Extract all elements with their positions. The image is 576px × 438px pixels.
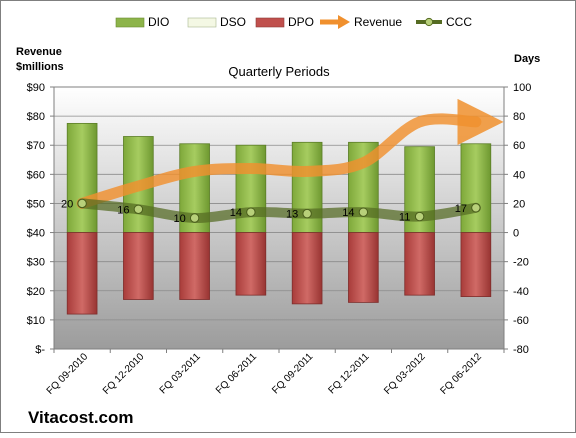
- bar-dpo: [179, 232, 210, 300]
- ccc-data-label: 10: [174, 213, 186, 225]
- ccc-point: [302, 208, 312, 219]
- ccc-data-label: 14: [230, 207, 242, 219]
- left-axis-tick-label: $70: [27, 140, 45, 152]
- ccc-point: [133, 204, 144, 214]
- bar-dpo: [123, 232, 154, 300]
- left-axis-tick-label: $60: [27, 169, 45, 181]
- left-axis-tick-label: $30: [27, 257, 45, 269]
- right-axis-tick-label: -20: [513, 257, 529, 269]
- ccc-data-label: 20: [61, 198, 73, 210]
- ccc-data-label: 14: [342, 207, 354, 219]
- legend-label-revenue: Revenue: [354, 15, 402, 29]
- legend-label-ccc: CCC: [446, 15, 472, 29]
- legend-label-dso: DSO: [220, 15, 246, 29]
- bar-dpo: [404, 232, 435, 296]
- right-axis-tick-label: -40: [513, 286, 529, 298]
- footer-brand: Vitacost.com: [28, 408, 134, 427]
- left-axis-tick-label: $40: [27, 228, 45, 240]
- legend-swatch-dpo: [255, 17, 285, 28]
- ccc-point: [77, 198, 87, 209]
- ccc-data-label: 11: [399, 212, 410, 224]
- left-axis-title-line-2: $millions: [16, 61, 64, 73]
- ccc-point: [189, 213, 200, 223]
- left-axis-tick-label: $80: [27, 111, 45, 123]
- legend-swatch-dio: [115, 17, 145, 28]
- legend: DIO DSO DPO Revenue CCC: [115, 15, 472, 29]
- right-axis-tick-label: 20: [513, 198, 525, 210]
- right-axis-tick-label: 0: [513, 228, 519, 240]
- legend-item-dpo: DPO: [255, 15, 314, 29]
- left-axis-tick-label: $10: [27, 315, 45, 327]
- legend-item-dso: DSO: [187, 15, 246, 29]
- legend-item-revenue: Revenue: [320, 15, 402, 29]
- data-labels: 20 16 10 14 13 14 11 17: [61, 198, 467, 225]
- left-axis-tick-label: $-: [35, 344, 45, 356]
- ccc-data-label: 16: [117, 204, 129, 216]
- right-axis-tick-label: 40: [513, 169, 525, 181]
- legend-swatch-dso: [187, 17, 217, 28]
- ccc-point: [471, 203, 481, 213]
- right-axis-tick-label: 100: [513, 82, 531, 94]
- right-axis-tick-label: -80: [513, 344, 529, 356]
- bar-dpo: [348, 232, 379, 303]
- right-axis-title: Days: [514, 53, 540, 65]
- left-axis-title-line-1: Revenue: [16, 46, 62, 58]
- series-line-revenue: [76, 98, 504, 209]
- ccc-point: [414, 211, 425, 222]
- bar-dpo: [460, 232, 492, 297]
- bar-dio: [460, 143, 492, 233]
- left-axis-tick-label: $90: [27, 82, 45, 94]
- bar-dpo: [66, 232, 98, 315]
- arrow-icon: [338, 15, 350, 29]
- ccc-point: [358, 207, 369, 217]
- bar-dpo: [291, 232, 323, 305]
- lines: [76, 98, 504, 224]
- ccc-point: [246, 207, 256, 217]
- legend-item-dio: DIO: [115, 15, 169, 29]
- legend-marker-ccc: [424, 17, 434, 27]
- bar-dpo: [235, 232, 267, 296]
- series-line-ccc: [77, 198, 481, 224]
- ccc-data-label: 13: [286, 209, 298, 221]
- left-axis-tick-label: $20: [27, 286, 45, 298]
- right-axis-tick-label: 60: [513, 140, 525, 152]
- right-axis-tick-label: -60: [513, 315, 529, 327]
- bar-dio: [235, 144, 267, 233]
- legend-label-dio: DIO: [148, 15, 169, 29]
- chart-title: Quarterly Periods: [228, 64, 330, 79]
- legend-item-ccc: CCC: [416, 15, 472, 29]
- left-axis-tick-label: $50: [27, 198, 45, 210]
- legend-label-dpo: DPO: [288, 15, 314, 29]
- ccc-data-label: 17: [455, 203, 467, 215]
- bar-dio: [66, 122, 98, 233]
- right-axis-tick-label: 80: [513, 111, 525, 123]
